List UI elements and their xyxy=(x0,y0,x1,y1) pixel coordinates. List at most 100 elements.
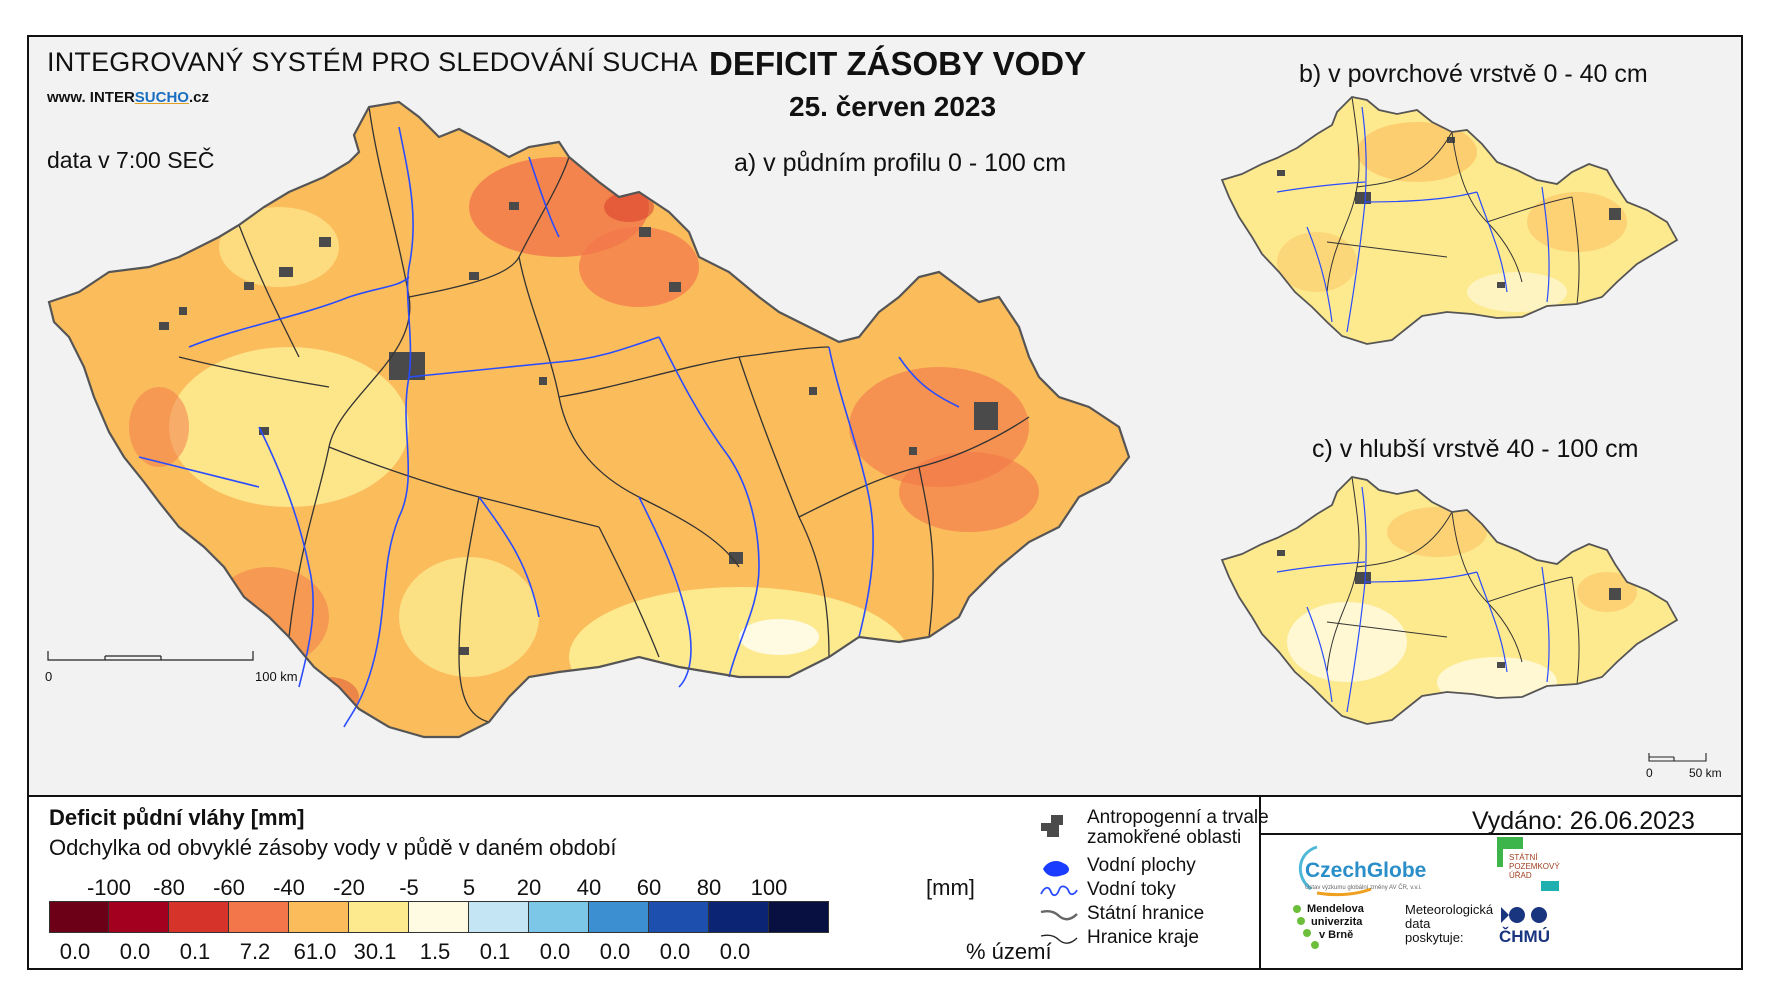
scale-bar-small: 0 50 km xyxy=(1646,753,1722,780)
meteo-line-2: data xyxy=(1405,916,1431,931)
legend-color-bin xyxy=(49,901,109,933)
scale-small-zero: 0 xyxy=(1646,766,1653,780)
map-area: INTEGROVANÝ SYSTÉM PRO SLEDOVÁNÍ SUCHA w… xyxy=(29,37,1741,797)
legend-threshold-label: -100 xyxy=(86,875,132,900)
map-b-region-borders xyxy=(1326,96,1580,305)
legend-threshold-label: -80 xyxy=(153,875,185,900)
legend-color-bin xyxy=(589,901,649,933)
legend-bin-percent: 0.0 xyxy=(659,939,691,964)
map-b-fill xyxy=(1222,97,1677,344)
map-a-label: a) v půdním profilu 0 - 100 cm xyxy=(734,149,1067,177)
legend-bin-percent: 7.2 xyxy=(239,939,271,964)
legend-bin-percent: 30.1 xyxy=(353,939,397,964)
scale-main-zero: 0 xyxy=(45,669,52,684)
legend-color-bin xyxy=(469,901,529,933)
spu-green-block xyxy=(1497,837,1523,849)
map-c-deep-40-100 xyxy=(1220,476,1679,725)
czechglobe-logo: CzechGlobe Ústav výzkumu globální změny … xyxy=(1291,841,1491,897)
czechglobe-name: CzechGlobe xyxy=(1305,859,1427,882)
legend-threshold-label: -40 xyxy=(273,875,305,900)
legend-bin-percent: 0.0 xyxy=(119,939,151,964)
meteo-line-1: Meteorologická xyxy=(1405,902,1494,917)
state-border-a xyxy=(47,100,1131,739)
legend-bin-percent: 1.5 xyxy=(419,939,451,964)
system-title: INTEGROVANÝ SYSTÉM PRO SLEDOVÁNÍ SUCHA xyxy=(47,47,698,77)
legend-unit: [mm] xyxy=(926,875,975,900)
main-title: DEFICIT ZÁSOBY VODY xyxy=(709,45,1087,82)
legend-color-bin xyxy=(289,901,349,933)
legend-threshold-label: 5 xyxy=(462,875,476,900)
legend-bin-percent: 0.0 xyxy=(599,939,631,964)
region-border-icon xyxy=(1040,934,1078,944)
state-border-icon xyxy=(1040,910,1078,921)
legend-bin-percent: 0.1 xyxy=(479,939,511,964)
legend-threshold-label: -20 xyxy=(333,875,365,900)
scale-bar-main: 0 100 km xyxy=(45,651,298,684)
map-b-surface-0-40 xyxy=(1220,96,1679,345)
legend-title: Deficit půdní vláhy [mm] xyxy=(49,805,305,830)
legend-threshold-label: -5 xyxy=(399,875,419,900)
anthropogenic-icon xyxy=(1041,815,1063,837)
legend-bin-percent: 0.0 xyxy=(539,939,571,964)
legend-color-bin xyxy=(409,901,469,933)
legend-threshold-label: -60 xyxy=(213,875,245,900)
map-c-label: c) v hlubší vrstvě 40 - 100 cm xyxy=(1312,435,1639,463)
legend-threshold-label: 60 xyxy=(636,875,662,900)
region-border-label: Hranice kraje xyxy=(1087,927,1199,948)
map-a-profile-0-100 xyxy=(47,100,1131,739)
issued-divider xyxy=(1261,833,1741,835)
spu-green-bar xyxy=(1497,849,1503,867)
water-body-icon xyxy=(1043,861,1069,877)
rivers-label: Vodní toky xyxy=(1087,879,1176,900)
legend-threshold-label: 80 xyxy=(696,875,722,900)
spu-teal-block xyxy=(1541,881,1559,891)
legend-threshold-label: 40 xyxy=(576,875,602,900)
data-time-label: data v 7:00 SEČ xyxy=(47,147,215,173)
meteo-data-credit: Meteorologická data poskytuje: xyxy=(1405,903,1545,959)
legend-subtitle: Odchylka od obvyklé zásoby vody v půdě v… xyxy=(49,835,617,860)
map-c-rivers xyxy=(1276,486,1550,713)
mendel-logo: Mendelova univerzita v Brně xyxy=(1291,903,1401,963)
region-borders xyxy=(178,106,1030,723)
legend-color-bin xyxy=(109,901,169,933)
legend-threshold-label: 20 xyxy=(516,875,542,900)
map-b-rivers xyxy=(1276,106,1550,333)
spu-name: STÁTNÍ POZEMKOVÝ ÚŘAD xyxy=(1509,853,1560,880)
legend-color-bin xyxy=(649,901,709,933)
scale-small-end: 50 km xyxy=(1689,766,1722,780)
legend-color-bin xyxy=(709,901,769,933)
legend-bin-percent: 0.0 xyxy=(59,939,91,964)
spu-logo: STÁTNÍ POZEMKOVÝ ÚŘAD xyxy=(1497,837,1597,897)
chmu-name: ČHMÚ xyxy=(1499,927,1550,946)
map-c-fill xyxy=(1222,477,1677,724)
river-icon xyxy=(1040,885,1078,897)
legend-pct-unit: % území xyxy=(966,939,1052,964)
legend-color-bin xyxy=(229,901,289,933)
legend-area: Deficit půdní vláhy [mm] Odchylka od obv… xyxy=(29,797,1741,968)
state-border-b xyxy=(1220,96,1679,345)
state-border-label: Státní hranice xyxy=(1087,903,1205,924)
mendel-dots-icon xyxy=(1293,905,1319,949)
scale-main-end: 100 km xyxy=(255,669,298,684)
legend-bin-percent: 0.0 xyxy=(719,939,751,964)
main-date: 25. červen 2023 xyxy=(789,91,997,122)
rivers xyxy=(138,126,960,728)
chmu-mark-icon xyxy=(1501,907,1547,923)
mendel-name: Mendelova univerzita v Brně xyxy=(1307,903,1364,941)
legend-color-bin xyxy=(349,901,409,933)
website-link[interactable]: www. INTERSUCHO.cz xyxy=(47,89,209,106)
czechglobe-subtitle: Ústav výzkumu globální změny AV ČR, v.v.… xyxy=(1305,885,1422,891)
legend-bin-percent: 0.1 xyxy=(179,939,211,964)
legend-divider xyxy=(1259,797,1261,968)
color-scale: 0.0 0.0 0.1 7.2 61.0 30.1 1.5 0.1 0.0 0.0 0.0 0.0 -1… xyxy=(29,797,1029,968)
czechglobe-arc-icon xyxy=(1298,845,1372,897)
legend-scale-frame xyxy=(49,901,829,933)
urban-areas xyxy=(159,202,998,655)
legend-color-bin xyxy=(529,901,589,933)
legend-threshold-label: 100 xyxy=(750,875,788,900)
anthropogenic-label-2: zamokřené oblasti xyxy=(1087,827,1242,848)
map-b-label: b) v povrchové vrstvě 0 - 40 cm xyxy=(1299,60,1648,88)
legend-bin-percent: 61.0 xyxy=(293,939,337,964)
legend-color-bin xyxy=(169,901,229,933)
issued-date: Vydáno: 26.06.2023 xyxy=(1472,807,1695,835)
